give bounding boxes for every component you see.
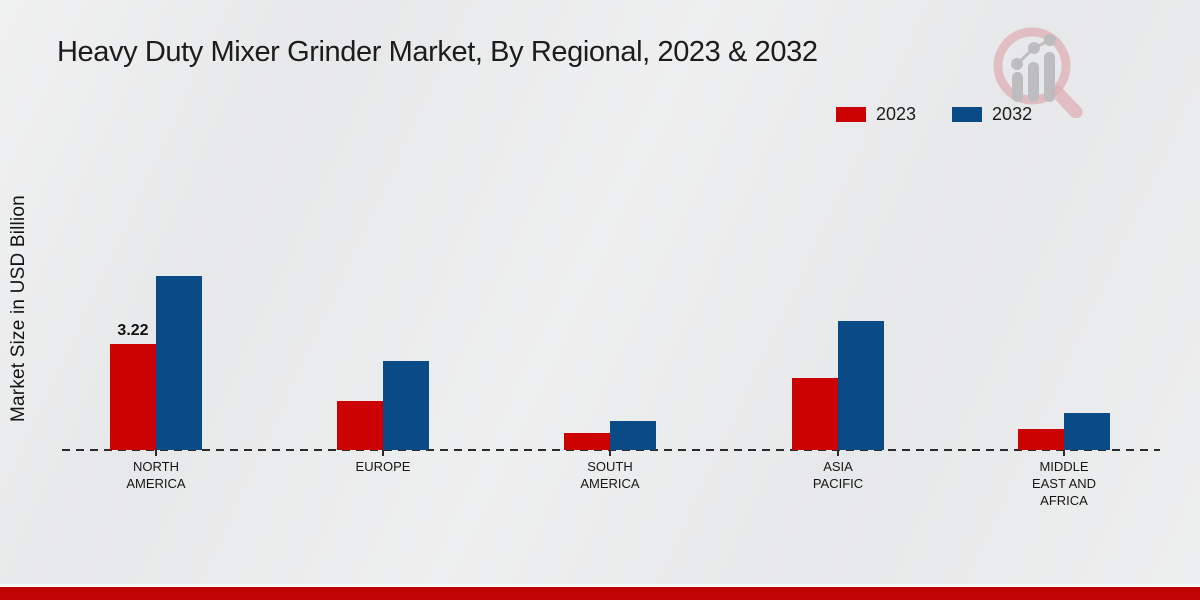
category-label-south-america: SOUTH AMERICA [580,459,640,491]
axis-tick-asia-pacific [837,450,839,456]
bar-2032-south-america [610,421,656,450]
bar-2032-asia-pacific [838,321,884,450]
footer-accent-bar [0,587,1200,600]
bar-2023-europe [337,401,383,450]
legend-label-2032: 2032 [992,104,1033,124]
bar-2023-asia-pacific [792,378,838,450]
legend-swatch-2032 [952,107,983,122]
category-label-middle-east-and-africa: MIDDLE EAST AND AFRICA [1031,459,1097,508]
magnifier-bar-chart-logo-icon [993,27,1083,118]
value-label-2023-north-america: 3.22 [117,322,149,339]
bar-2032-europe [383,361,429,450]
axis-tick-europe [382,450,384,456]
legend-swatch-2023 [836,107,866,122]
page-title: Heavy Duty Mixer Grinder Market, By Regi… [57,36,818,68]
legend-label-2023: 2023 [876,104,917,124]
bar-2032-middle-east-and-africa [1064,413,1110,450]
axis-tick-south-america [609,450,611,456]
axis-tick-north-america [155,450,157,456]
bar-2023-south-america [564,433,610,450]
x-axis-baseline [62,449,1160,451]
legend: 2023 2032 [836,104,1032,125]
legend-item-2032: 2032 [952,104,1032,125]
category-label-asia-pacific: ASIA PACIFIC [812,459,864,491]
category-label-north-america: NORTH AMERICA [126,459,186,491]
bar-2023-middle-east-and-africa [1018,429,1064,450]
footer-divider [0,584,1200,587]
axis-tick-middle-east-and-africa [1063,450,1065,456]
legend-item-2023: 2023 [836,104,916,125]
bar-2023-north-america [110,344,156,450]
category-label-europe: EUROPE [355,459,411,474]
bar-2032-north-america [156,276,202,450]
